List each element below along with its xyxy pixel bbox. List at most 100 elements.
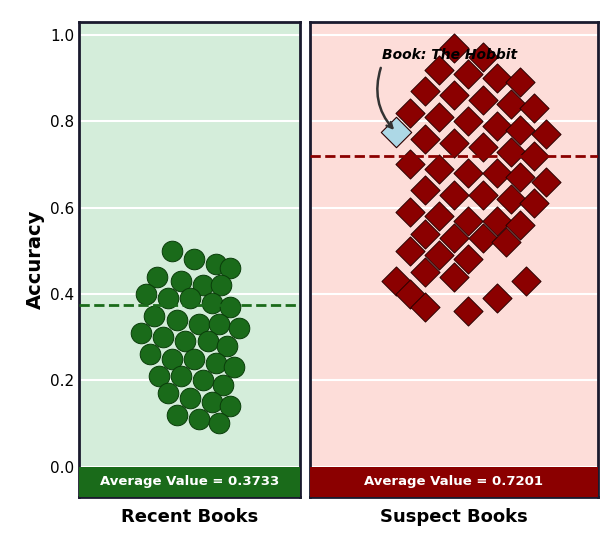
Point [463, 307, 473, 316]
Point [212, 359, 221, 368]
Point [141, 290, 151, 299]
Point [420, 186, 429, 195]
Point [406, 208, 415, 216]
Point [521, 277, 531, 285]
Y-axis label: Accuracy: Accuracy [26, 210, 45, 309]
Point [541, 177, 551, 186]
Text: Book: The Hobbit: Book: The Hobbit [382, 48, 517, 62]
Point [216, 281, 226, 290]
Point [463, 255, 473, 264]
Point [163, 294, 173, 302]
Point [449, 272, 459, 281]
Point [214, 320, 223, 328]
Point [506, 195, 516, 204]
Point [406, 290, 415, 299]
Point [154, 371, 163, 380]
Point [185, 294, 195, 302]
Point [198, 376, 208, 385]
Point [434, 212, 444, 221]
Point [189, 354, 199, 363]
Point [478, 233, 487, 242]
Point [214, 419, 223, 428]
Point [189, 255, 199, 264]
Point [167, 354, 177, 363]
Point [145, 350, 155, 359]
Point [172, 410, 182, 419]
Point [185, 393, 195, 402]
Point [406, 108, 415, 117]
Point [229, 363, 239, 371]
Point [478, 190, 487, 199]
Point [541, 130, 551, 139]
Point [463, 169, 473, 178]
Point [463, 117, 473, 126]
Point [181, 337, 190, 346]
Point [159, 333, 168, 342]
Point [167, 246, 177, 255]
Point [152, 272, 162, 281]
Point [176, 371, 186, 380]
Point [492, 169, 502, 178]
X-axis label: Suspect Books: Suspect Books [380, 508, 528, 526]
Point [225, 264, 235, 273]
Point [391, 277, 401, 285]
Point [194, 320, 204, 328]
Point [218, 380, 228, 389]
Point [203, 337, 212, 346]
Point [529, 151, 539, 160]
Point [420, 229, 429, 238]
Point [529, 199, 539, 208]
Bar [79, 466, 300, 497]
Point [434, 251, 444, 259]
Point [420, 134, 429, 143]
Point [492, 294, 502, 302]
Point [198, 281, 208, 290]
Point [515, 220, 525, 229]
Point [506, 147, 516, 156]
Point [515, 78, 525, 87]
Point [163, 389, 173, 397]
Point [501, 238, 511, 247]
Bar [309, 466, 598, 497]
Point [223, 341, 232, 350]
Point [529, 104, 539, 113]
Point [420, 302, 429, 311]
Point [225, 302, 235, 311]
Point [434, 164, 444, 173]
Point [420, 87, 429, 95]
Point [492, 121, 502, 130]
Point [207, 298, 217, 307]
Point [463, 70, 473, 78]
Point [434, 65, 444, 74]
Point [478, 52, 487, 61]
Point [225, 402, 235, 411]
Point [515, 173, 525, 182]
Point [406, 246, 415, 255]
Point [234, 324, 243, 333]
Point [406, 160, 415, 169]
Point [176, 277, 186, 285]
Point [492, 74, 502, 83]
X-axis label: Recent Books: Recent Books [121, 508, 259, 526]
Point [137, 328, 146, 337]
Point [449, 91, 459, 100]
Point [207, 397, 217, 406]
Point [449, 44, 459, 52]
Point [449, 190, 459, 199]
Point [194, 415, 204, 423]
Point [506, 100, 516, 109]
Point [172, 315, 182, 324]
Point [492, 216, 502, 225]
Point [149, 311, 159, 320]
Text: Average Value = 0.3733: Average Value = 0.3733 [100, 475, 279, 488]
Point [420, 268, 429, 277]
Point [449, 233, 459, 242]
Point [212, 259, 221, 268]
Point [515, 125, 525, 134]
Point [463, 216, 473, 225]
Point [391, 128, 401, 136]
Point [478, 95, 487, 104]
Text: Average Value = 0.7201: Average Value = 0.7201 [364, 475, 543, 488]
Point [434, 113, 444, 121]
Point [478, 143, 487, 152]
